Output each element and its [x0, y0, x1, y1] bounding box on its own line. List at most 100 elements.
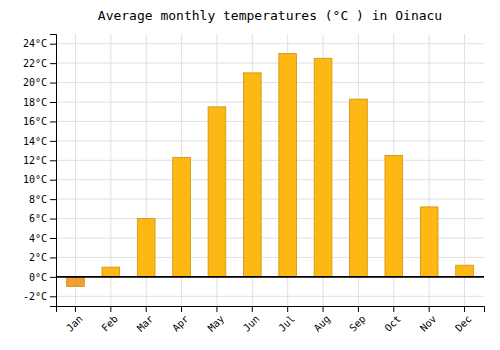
grid-line	[56, 82, 484, 83]
tick-mark	[358, 306, 359, 312]
tick-mark	[50, 63, 56, 64]
tick: 16°C	[23, 116, 56, 127]
grid-line	[56, 276, 484, 277]
tick: 14°C	[23, 136, 56, 147]
tick-label: 4°C	[29, 233, 47, 244]
tick-label: 14°C	[23, 136, 47, 147]
grid-line	[56, 121, 484, 122]
tick: Sep	[347, 306, 368, 334]
tick-label: May	[206, 313, 227, 334]
tick-mark	[50, 238, 56, 239]
tick: 18°C	[23, 97, 56, 108]
tick-label: Oct	[382, 313, 403, 334]
tick: Apr	[170, 306, 191, 334]
tick-mark	[50, 102, 56, 103]
tick: May	[206, 306, 227, 334]
tick-mark	[75, 306, 76, 312]
bar	[173, 157, 191, 276]
axis-line	[57, 307, 485, 313]
tick: Oct	[382, 306, 403, 334]
bar	[67, 277, 85, 287]
bar	[456, 265, 474, 277]
bar	[102, 267, 120, 277]
tick-mark	[464, 306, 465, 312]
tick-mark	[50, 121, 56, 122]
bar	[350, 99, 368, 277]
tick: Dec	[453, 306, 474, 334]
title: Average monthly temperatures (°C ) in Oi…	[98, 8, 442, 23]
grid-line	[56, 199, 484, 200]
tick: Jan	[64, 306, 85, 334]
chart: -2°C 0°C 2°C 4°C 6°C 8°C 10°C 12°C 14°C 16°C 18°C 2…	[0, 0, 500, 350]
grid-line	[56, 257, 484, 258]
tick: 24°C	[23, 38, 56, 49]
tick-mark	[50, 141, 56, 142]
axis-line	[50, 35, 57, 307]
tick-mark	[50, 160, 56, 161]
tick-mark	[252, 306, 253, 312]
grid-line	[56, 63, 484, 64]
grid-line	[56, 296, 484, 297]
tick: 12°C	[23, 155, 56, 166]
tick: 4°C	[29, 233, 56, 244]
tick: 0°C	[29, 272, 56, 283]
tick-label: 2°C	[29, 252, 47, 263]
bar	[420, 207, 438, 277]
grid-line	[56, 140, 484, 141]
tick-label: 16°C	[23, 116, 47, 127]
tick-label: 6°C	[29, 213, 47, 224]
tick: Nov	[418, 306, 439, 334]
tick: 8°C	[29, 194, 56, 205]
tick-label: Jun	[241, 313, 262, 334]
tick-label: 22°C	[23, 58, 47, 69]
tick-mark	[50, 44, 56, 45]
tick-mark	[50, 257, 56, 258]
zero-line	[56, 276, 484, 278]
tick-label: Dec	[453, 313, 474, 334]
tick-mark	[50, 296, 56, 297]
grid-line	[56, 43, 484, 44]
tick: 6°C	[29, 213, 56, 224]
tick-label: 24°C	[23, 38, 47, 49]
tick: 10°C	[23, 174, 56, 185]
tick: 2°C	[29, 252, 56, 263]
tick-mark	[323, 306, 324, 312]
tick-mark	[393, 306, 394, 312]
grid-line	[56, 179, 484, 180]
tick-label: Nov	[418, 313, 439, 334]
tick-label: Jul	[276, 313, 297, 334]
tick-label: Aug	[312, 313, 333, 334]
grid-line	[110, 34, 111, 306]
tick-mark	[146, 306, 147, 312]
tick-mark	[50, 83, 56, 84]
bar	[137, 219, 155, 277]
tick-mark	[429, 306, 430, 312]
tick-mark	[50, 277, 56, 278]
bar	[385, 155, 403, 276]
grid-line	[56, 238, 484, 239]
tick: -2°C	[23, 291, 56, 302]
bar	[279, 53, 297, 276]
bar	[314, 58, 332, 277]
tick-label: -2°C	[23, 291, 47, 302]
tick-label: 10°C	[23, 174, 47, 185]
tick-mark	[50, 180, 56, 181]
tick-label: 8°C	[29, 194, 47, 205]
plot: -2°C 0°C 2°C 4°C 6°C 8°C 10°C 12°C 14°C 16°C 18°C 2…	[23, 34, 485, 334]
bar	[243, 73, 261, 277]
tick-label: 12°C	[23, 155, 47, 166]
grid-line	[56, 218, 484, 219]
tick-label: Feb	[99, 313, 120, 334]
tick-label: 0°C	[29, 272, 47, 283]
tick-mark	[287, 306, 288, 312]
grid-line	[56, 102, 484, 103]
grid-line	[56, 160, 484, 161]
tick: 20°C	[23, 77, 56, 88]
tick-mark	[110, 306, 111, 312]
tick: Aug	[312, 306, 333, 334]
y-axis: -2°C 0°C 2°C 4°C 6°C 8°C 10°C 12°C 14°C 16°C 18°C 2…	[23, 35, 57, 307]
tick-mark	[50, 199, 56, 200]
tick-label: Sep	[347, 313, 368, 334]
tick-label: Apr	[170, 313, 191, 334]
x-axis: JanFebMarAprMayJunJulAugSepOctNovDec	[57, 306, 485, 334]
